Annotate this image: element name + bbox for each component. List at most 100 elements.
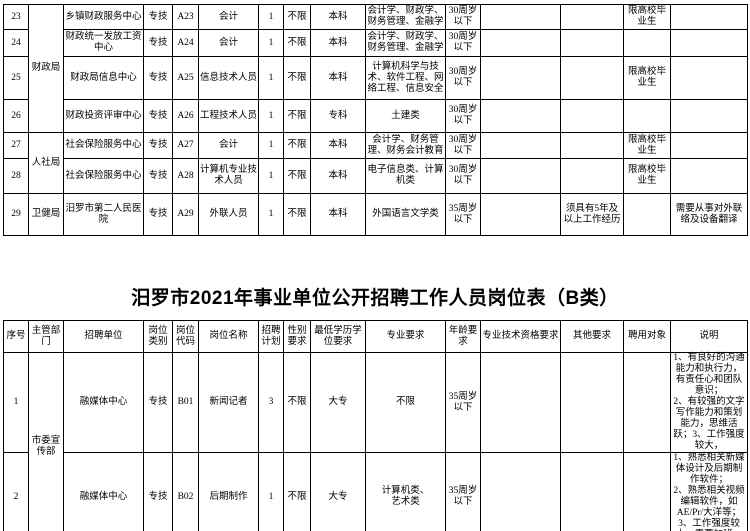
cell-openings: 1 — [258, 193, 284, 236]
cell-serial: 29 — [3, 193, 29, 236]
cell-professional-qualification — [480, 193, 561, 236]
cell-major-req: 不限 — [365, 352, 446, 453]
cell-professional-qualification — [480, 4, 561, 30]
cell-notes: 1、有良好的沟通能力和执行力，有责任心和团队意识； 2、有较强的文字写作能力和策… — [670, 352, 748, 453]
column-header-post-code: 岗位代码 — [172, 320, 199, 353]
cell-employer: 财政统一发放工资中心 — [63, 29, 144, 57]
cell-post-category: 专技 — [143, 56, 173, 100]
column-header-age-req: 年龄要求 — [445, 320, 481, 353]
cell-notes — [670, 56, 748, 100]
cell-department: 市委宣传部 — [28, 352, 64, 531]
cell-other-req — [560, 158, 624, 194]
cell-post-category: 专技 — [143, 132, 173, 159]
cell-serial: 1 — [3, 352, 29, 453]
cell-notes — [670, 29, 748, 57]
page-title: 汨罗市2021年事业单位公开招聘工作人员岗位表（B类） — [131, 288, 619, 309]
column-header-major-req: 专业要求 — [365, 320, 446, 353]
table-row: 25 财政局信息中心 专技 A25 信息技术人员 1 不限 本科 计算机科学与技术、软件工程、网… — [3, 56, 748, 100]
cell-hire-target: 限高校毕业生 — [623, 132, 671, 159]
cell-serial: 28 — [3, 158, 29, 194]
cell-major-req: 电子信息类、计算机类 — [365, 158, 446, 194]
cell-post-category: 专技 — [143, 29, 173, 57]
cell-hire-target — [623, 99, 671, 133]
cell-employer: 乡镇财政服务中心 — [63, 4, 144, 30]
job-table-b: 序号 主管部门 招聘单位 岗位类别 岗位代码 岗位名称 招聘计划 性别要求 最低学历学位要求 专业… — [3, 320, 748, 531]
cell-employer: 社会保险服务中心 — [63, 158, 144, 194]
column-header-openings: 招聘计划 — [258, 320, 284, 353]
header-row: 序号 主管部门 招聘单位 岗位类别 岗位代码 岗位名称 招聘计划 性别要求 最低学历学位要求 专业… — [3, 320, 748, 353]
cell-serial: 24 — [3, 29, 29, 57]
cell-age-req: 35周岁以下 — [445, 352, 481, 453]
cell-major-req: 会计学、财政学、财务管理、金融学 — [365, 29, 446, 57]
cell-professional-qualification — [480, 452, 561, 531]
column-header-professional-qualification: 专业技术资格要求 — [480, 320, 561, 353]
cell-min-education: 本科 — [310, 29, 366, 57]
cell-post-category: 专技 — [143, 4, 173, 30]
column-header-post-category: 岗位类别 — [143, 320, 173, 353]
cell-other-req — [560, 4, 624, 30]
cell-employer: 融媒体中心 — [63, 352, 144, 453]
table-row: 26 财政投资评审中心 专技 A26 工程技术人员 1 不限 专科 土建类 30周岁以下 — [3, 99, 748, 133]
cell-post-title: 工程技术人员 — [198, 99, 259, 133]
cell-professional-qualification — [480, 352, 561, 453]
cell-gender-req: 不限 — [283, 352, 311, 453]
table-row: 29 卫健局 汨罗市第二人民医院 专技 A29 外联人员 1 不限 本科 外国语言文学类 35周岁以… — [3, 193, 748, 236]
cell-min-education: 大专 — [310, 452, 366, 531]
cell-post-title: 会计 — [198, 4, 259, 30]
cell-employer: 财政投资评审中心 — [63, 99, 144, 133]
cell-min-education: 本科 — [310, 56, 366, 100]
cell-post-title: 后期制作 — [198, 452, 259, 531]
cell-post-code: A28 — [172, 158, 199, 194]
cell-hire-target — [623, 452, 671, 531]
cell-notes — [670, 99, 748, 133]
cell-post-category: 专技 — [143, 99, 173, 133]
cell-post-code: A26 — [172, 99, 199, 133]
cell-hire-target — [623, 193, 671, 236]
cell-serial: 27 — [3, 132, 29, 159]
column-header-other-req: 其他要求 — [560, 320, 624, 353]
cell-employer: 财政局信息中心 — [63, 56, 144, 100]
cell-employer: 社会保险服务中心 — [63, 132, 144, 159]
cell-min-education: 本科 — [310, 132, 366, 159]
cell-notes: 需要从事对外联络及设备翻译 — [670, 193, 748, 236]
cell-gender-req: 不限 — [283, 158, 311, 194]
cell-post-code: A25 — [172, 56, 199, 100]
table-row: 1 市委宣传部 融媒体中心 专技 B01 新闻记者 3 不限 大专 不限 35周岁以下 1、有良好的沟… — [3, 352, 748, 531]
cell-age-req: 30周岁以下 — [445, 29, 481, 57]
cell-gender-req: 不限 — [283, 99, 311, 133]
cell-major-req: 土建类 — [365, 99, 446, 133]
cell-min-education: 专科 — [310, 99, 366, 133]
cell-major-req: 计算机类、 艺术类 — [365, 452, 446, 531]
cell-department: 人社局 — [28, 132, 64, 194]
cell-post-title: 新闻记者 — [198, 352, 259, 453]
cell-employer: 汨罗市第二人民医院 — [63, 193, 144, 236]
cell-professional-qualification — [480, 29, 561, 57]
cell-major-req: 外国语言文学类 — [365, 193, 446, 236]
cell-min-education: 本科 — [310, 193, 366, 236]
cell-post-title: 信息技术人员 — [198, 56, 259, 100]
cell-age-req: 30周岁以下 — [445, 56, 481, 100]
cell-gender-req: 不限 — [283, 56, 311, 100]
cell-post-category: 专技 — [143, 193, 173, 236]
cell-age-req: 30周岁以下 — [445, 132, 481, 159]
cell-other-req — [560, 29, 624, 57]
cell-min-education: 本科 — [310, 4, 366, 30]
cell-post-title: 外联人员 — [198, 193, 259, 236]
cell-professional-qualification — [480, 158, 561, 194]
table-row: 23 财政局 乡镇财政服务中心 专技 A23 会计 1 不限 本科 会计学、财政学、财务管理、金融… — [3, 4, 748, 133]
cell-professional-qualification — [480, 99, 561, 133]
table-row: 24 财政统一发放工资中心 专技 A24 会计 1 不限 本科 会计学、财政学、财务管理、金融学… — [3, 29, 748, 57]
column-header-hire-target: 聘用对象 — [623, 320, 671, 353]
cell-age-req: 30周岁以下 — [445, 99, 481, 133]
cell-serial: 25 — [3, 56, 29, 100]
cell-other-req — [560, 452, 624, 531]
cell-major-req: 会计学、财务管理、财务会计教育 — [365, 132, 446, 159]
cell-professional-qualification — [480, 56, 561, 100]
column-header-employer: 招聘单位 — [63, 320, 144, 353]
cell-age-req: 30周岁以下 — [445, 158, 481, 194]
cell-gender-req: 不限 — [283, 193, 311, 236]
column-header-notes: 说明 — [670, 320, 748, 353]
cell-hire-target — [623, 352, 671, 453]
cell-notes — [670, 158, 748, 194]
cell-post-code: B01 — [172, 352, 199, 453]
